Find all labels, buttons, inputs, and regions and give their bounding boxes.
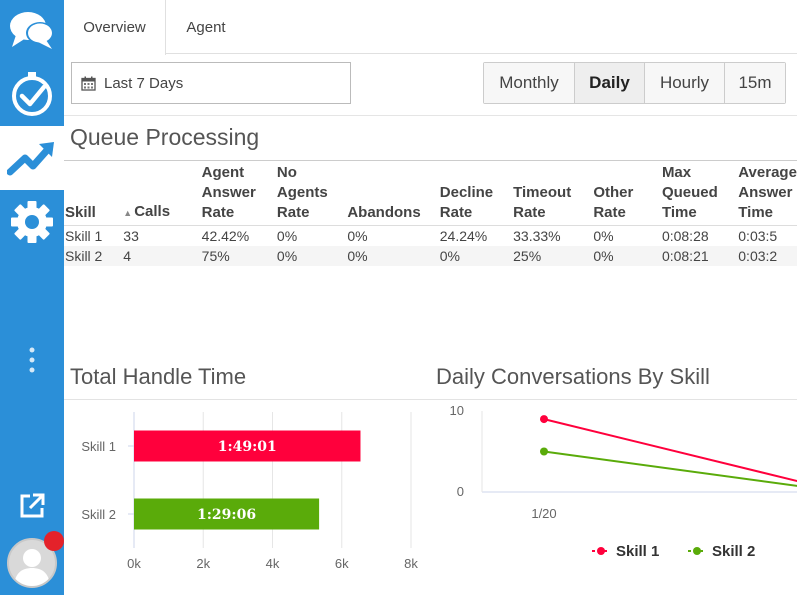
x-tick-label: 6k [335, 556, 349, 571]
table-cell: 0% [275, 225, 347, 246]
divider [64, 399, 797, 400]
column-header-skill[interactable]: Skill [64, 161, 122, 226]
y-tick-label: Skill 1 [81, 439, 116, 454]
gear-icon[interactable] [0, 192, 64, 252]
total-handle-time-title: Total Handle Time [70, 364, 247, 389]
y-tick-label: Skill 2 [81, 507, 116, 522]
legend-item: Skill 1 [592, 543, 659, 560]
daily-conversations-title: Daily Conversations By Skill [436, 364, 710, 389]
calendar-icon [81, 76, 96, 91]
legend-marker [693, 547, 701, 555]
column-header-average-answer-time[interactable]: Average Answer Time [738, 164, 797, 221]
table-cell: 0:03:5 [737, 225, 797, 246]
table-cell: 0% [346, 246, 439, 266]
15m-button[interactable]: 15m [725, 63, 785, 103]
tab-bar: Overview Agent [64, 0, 797, 55]
monthly-button[interactable]: Monthly [484, 63, 575, 103]
table-cell: 75% [200, 246, 276, 266]
table-cell: 25% [512, 246, 593, 266]
tab-agent[interactable]: Agent [186, 18, 226, 36]
x-tick-label: 2k [196, 556, 210, 571]
main-content: Overview Agent Last 7 Days Monthly [64, 0, 797, 595]
bar [134, 498, 320, 530]
legend-marker [597, 547, 605, 555]
external-link-icon[interactable] [0, 476, 64, 536]
granularity-toggle: Monthly Daily Hourly 15m [483, 62, 786, 104]
x-tick-label: 0k [127, 556, 141, 571]
total-handle-time-chart: 0k 2k 4k 6k 8k Skill 1 1:49:01 Skill 2 1:29:06 [81, 412, 418, 571]
tab-overview[interactable]: Overview [64, 0, 166, 55]
header-label: Skill [65, 204, 96, 221]
hourly-button[interactable]: Hourly [645, 63, 725, 103]
x-tick-label: 8k [404, 556, 418, 571]
bar-data-label: 1:29:06 [197, 507, 256, 523]
queue-processing-title: Queue Processing [70, 124, 260, 150]
column-header-timeout-rate[interactable]: Timeout Rate [513, 184, 572, 221]
column-header-decline-rate[interactable]: Decline Rate [439, 184, 494, 221]
queue-table-container: Skill ▲ Calls Agent Answer Rate No Agents Rat… [64, 160, 797, 266]
series-line [543, 450, 797, 487]
table-cell: 24.24% [438, 225, 513, 246]
table-cell: 0% [592, 225, 661, 246]
table-cell: Skill 2 [64, 246, 123, 266]
legend-item: Skill 2 [688, 543, 755, 560]
y-tick-label: 0 [457, 484, 464, 499]
bar-data-label: 1:49:01 [218, 439, 277, 455]
table-row: Skill 2 4 75% 0% 0% 0% 25% 0% 0:08:21 0:… [64, 246, 797, 266]
table-cell: 0:08:28 [660, 225, 738, 246]
date-range-label: Last 7 Days [104, 74, 184, 92]
trending-chart-icon[interactable] [0, 126, 64, 190]
table-cell: 42.42% [200, 225, 276, 246]
daily-button[interactable]: Daily [575, 63, 645, 103]
y-tick-label: 10 [450, 403, 464, 418]
sort-arrow-icon: ▲ [123, 208, 133, 218]
stopwatch-check-icon[interactable] [0, 64, 64, 124]
column-header-no-agents-rate[interactable]: No Agents Rate [276, 164, 328, 221]
bar [134, 430, 361, 462]
table-cell: 33 [122, 225, 201, 246]
legend-label: Skill 1 [616, 543, 659, 560]
table-row: Skill 1 33 42.42% 0% 0% 24.24% 33.33% 0%… [64, 225, 797, 246]
column-header-abandons[interactable]: Abandons [347, 204, 421, 221]
x-tick-label: 1/20 [531, 506, 556, 521]
notification-badge [44, 531, 64, 551]
table-header-row: Skill ▲ Calls Agent Answer Rate No Agents Rat… [64, 161, 797, 226]
table-cell: 33.33% [512, 225, 593, 246]
data-point [540, 415, 548, 424]
table-cell: 0% [592, 246, 661, 266]
header-label: Calls [134, 203, 171, 220]
column-header-agent-answer-rate[interactable]: Agent Answer Rate [201, 164, 256, 221]
legend-label: Skill 2 [712, 543, 755, 560]
table-cell: 0% [346, 225, 439, 246]
data-point [540, 447, 548, 456]
sidebar [0, 0, 64, 595]
queue-table: Skill ▲ Calls Agent Answer Rate No Agents Rat… [64, 161, 797, 266]
chat-bubbles-icon[interactable] [0, 2, 64, 62]
table-cell: 0% [438, 246, 513, 266]
table-cell: 0% [275, 246, 347, 266]
column-header-max-queued-time[interactable]: Max Queued Time [661, 164, 718, 221]
table-cell: 0:08:21 [660, 246, 738, 266]
table-cell: Skill 1 [64, 225, 123, 246]
column-header-other-rate[interactable]: Other Rate [593, 184, 634, 221]
series-line [543, 418, 797, 483]
date-range-picker[interactable]: Last 7 Days [71, 62, 351, 104]
table-cell: 4 [122, 246, 201, 266]
column-header-calls[interactable]: ▲ Calls [122, 161, 200, 226]
table-cell: 0:03:2 [737, 246, 797, 266]
x-tick-label: 4k [266, 556, 280, 571]
more-vertical-icon[interactable] [0, 330, 64, 390]
toolbar: Last 7 Days Monthly Daily Hourly 15m [64, 54, 797, 116]
